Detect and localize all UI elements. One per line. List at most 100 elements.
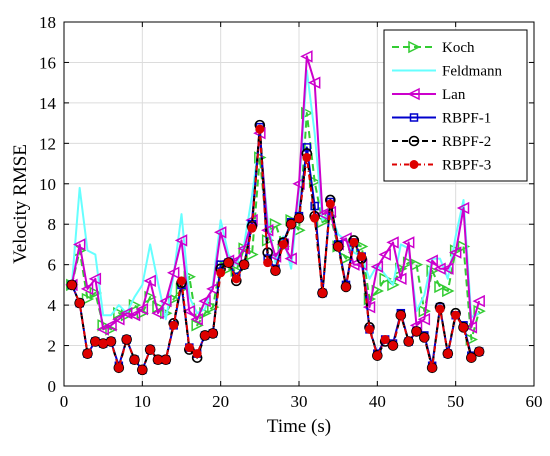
data-point	[417, 313, 431, 326]
y-tick-label: 4	[48, 296, 57, 315]
data-point	[457, 240, 471, 253]
data-point	[451, 310, 461, 320]
data-point	[308, 175, 322, 188]
y-tick-label: 14	[39, 94, 57, 113]
legend-marker	[407, 87, 420, 101]
data-point	[372, 351, 382, 361]
y-axis-label: Velocity RMSE	[10, 144, 31, 264]
data-point	[177, 276, 186, 286]
data-point	[231, 274, 241, 284]
data-point	[271, 266, 280, 276]
y-tick-label: 8	[48, 215, 57, 234]
data-point	[370, 260, 384, 273]
data-point	[365, 324, 374, 334]
legend-label: RBPF-3	[442, 158, 491, 174]
data-point	[456, 201, 470, 215]
data-point	[443, 349, 453, 359]
data-point	[412, 326, 421, 336]
y-tick-label: 10	[39, 175, 56, 194]
data-point	[349, 237, 359, 247]
data-point	[151, 306, 164, 320]
legend-label: Koch	[442, 40, 475, 56]
data-point	[404, 337, 414, 347]
x-tick-label: 50	[447, 392, 464, 411]
data-point	[268, 250, 282, 263]
data-point	[425, 254, 438, 267]
data-point	[459, 322, 468, 332]
data-point	[325, 199, 335, 209]
data-point	[200, 330, 210, 340]
series-rbpf-3	[67, 124, 484, 375]
data-point	[419, 332, 429, 342]
data-point	[143, 274, 156, 288]
axis-ticks: 0 10 20 30 40 50 60 0 2 4 6 8 10 12 14 16 18	[39, 13, 543, 411]
data-point	[357, 252, 367, 262]
data-point	[474, 347, 484, 357]
data-point	[362, 300, 376, 314]
data-point	[130, 355, 139, 365]
data-point	[466, 353, 476, 363]
data-point	[315, 207, 329, 221]
y-tick-label: 6	[48, 256, 57, 275]
data-point	[127, 309, 141, 322]
data-point	[182, 304, 196, 318]
x-tick-label: 10	[134, 392, 151, 411]
data-point	[145, 345, 155, 355]
data-point	[98, 339, 108, 349]
data-point	[427, 363, 437, 373]
data-point	[254, 151, 267, 164]
data-point	[386, 236, 399, 249]
x-tick-label: 0	[60, 392, 69, 411]
data-point	[255, 124, 265, 134]
data-point	[442, 284, 455, 298]
data-point	[184, 343, 194, 353]
data-point	[278, 239, 288, 249]
data-point	[114, 363, 124, 373]
data-point	[96, 323, 109, 336]
data-point	[347, 258, 360, 271]
data-point	[213, 226, 227, 239]
data-point	[237, 242, 250, 255]
data-point	[135, 302, 149, 316]
data-point	[363, 292, 377, 306]
data-point	[190, 313, 203, 326]
data-point	[401, 236, 415, 249]
data-point	[380, 334, 390, 344]
data-point	[301, 106, 314, 120]
data-point	[472, 294, 485, 308]
data-point	[388, 341, 398, 351]
y-tick-label: 18	[39, 13, 56, 32]
legend-marker	[409, 113, 419, 122]
y-tick-label: 2	[48, 337, 57, 356]
data-point	[284, 252, 297, 265]
data-point	[435, 304, 445, 314]
data-point	[80, 282, 94, 296]
legend-box	[383, 29, 528, 182]
legend-marker	[408, 135, 420, 147]
data-point	[88, 272, 102, 286]
legend: Koch Feldmann Lan RBPF-1 RBPF-2 RBPF-3	[383, 29, 528, 182]
legend-marker	[409, 160, 419, 169]
data-point	[198, 294, 211, 308]
data-point	[119, 306, 133, 320]
data-point	[378, 248, 391, 261]
data-point	[122, 334, 132, 344]
data-point	[216, 268, 226, 278]
data-point	[341, 282, 351, 292]
data-point	[260, 224, 274, 237]
legend-label: Feldmann	[442, 64, 502, 80]
legend-label: RBPF-2	[442, 134, 491, 150]
data-point	[394, 272, 407, 286]
data-point	[191, 319, 204, 332]
data-point	[90, 337, 100, 347]
data-point	[159, 294, 172, 308]
data-point	[105, 323, 118, 336]
y-tick-label: 16	[39, 53, 56, 72]
x-tick-label: 20	[212, 392, 229, 411]
data-point	[294, 213, 304, 223]
data-point	[207, 300, 220, 314]
data-point	[300, 50, 313, 63]
data-point	[448, 246, 462, 259]
